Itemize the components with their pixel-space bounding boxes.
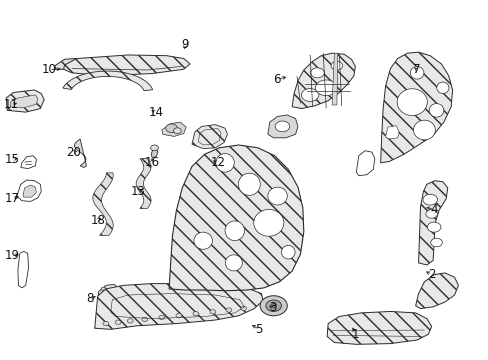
- Circle shape: [427, 222, 440, 232]
- Polygon shape: [380, 52, 452, 163]
- Polygon shape: [162, 122, 186, 136]
- Ellipse shape: [238, 173, 260, 195]
- Ellipse shape: [428, 104, 443, 117]
- Circle shape: [173, 128, 181, 134]
- Polygon shape: [23, 185, 36, 197]
- Ellipse shape: [409, 67, 423, 79]
- Circle shape: [193, 311, 199, 316]
- Circle shape: [101, 287, 106, 291]
- Polygon shape: [63, 55, 190, 76]
- Circle shape: [150, 145, 158, 151]
- Polygon shape: [93, 173, 113, 235]
- Text: 8: 8: [86, 292, 94, 305]
- Text: 19: 19: [4, 249, 20, 262]
- Ellipse shape: [224, 221, 244, 240]
- Circle shape: [422, 194, 437, 205]
- Circle shape: [103, 321, 109, 326]
- Polygon shape: [326, 311, 431, 344]
- Circle shape: [260, 296, 287, 316]
- Polygon shape: [331, 53, 337, 105]
- Circle shape: [301, 89, 318, 102]
- Text: 11: 11: [3, 99, 19, 112]
- Polygon shape: [418, 181, 447, 265]
- Circle shape: [115, 320, 121, 324]
- Polygon shape: [136, 158, 151, 208]
- Ellipse shape: [267, 187, 287, 205]
- Circle shape: [209, 310, 215, 314]
- Text: 15: 15: [5, 153, 20, 166]
- Circle shape: [425, 210, 437, 218]
- Polygon shape: [291, 53, 355, 109]
- Ellipse shape: [413, 120, 434, 140]
- Text: 2: 2: [427, 268, 434, 281]
- Text: 12: 12: [210, 156, 225, 169]
- Text: 7: 7: [412, 63, 420, 76]
- Circle shape: [430, 238, 442, 247]
- Text: 20: 20: [66, 146, 81, 159]
- Circle shape: [270, 303, 276, 308]
- Polygon shape: [63, 71, 152, 91]
- Ellipse shape: [436, 82, 448, 94]
- Polygon shape: [10, 95, 38, 108]
- Polygon shape: [6, 90, 44, 112]
- Ellipse shape: [281, 246, 294, 259]
- Circle shape: [159, 315, 164, 320]
- Circle shape: [165, 124, 177, 132]
- Text: 13: 13: [131, 185, 145, 198]
- Text: 17: 17: [4, 192, 20, 205]
- Polygon shape: [74, 139, 86, 167]
- Ellipse shape: [194, 232, 212, 249]
- Circle shape: [142, 317, 147, 321]
- Circle shape: [275, 121, 289, 132]
- Text: 10: 10: [41, 63, 56, 76]
- Ellipse shape: [225, 255, 242, 271]
- Polygon shape: [267, 115, 297, 138]
- Text: 5: 5: [255, 323, 262, 336]
- Polygon shape: [55, 59, 81, 69]
- Polygon shape: [151, 148, 158, 157]
- Circle shape: [127, 319, 133, 323]
- Text: 14: 14: [148, 106, 163, 120]
- Circle shape: [310, 68, 324, 78]
- Polygon shape: [415, 273, 458, 309]
- Text: 18: 18: [90, 213, 105, 226]
- Circle shape: [315, 80, 336, 96]
- Circle shape: [265, 300, 281, 311]
- Polygon shape: [99, 284, 118, 297]
- Polygon shape: [192, 125, 227, 149]
- Text: 4: 4: [429, 203, 437, 216]
- Ellipse shape: [253, 210, 284, 236]
- Polygon shape: [169, 145, 303, 291]
- Circle shape: [110, 288, 115, 292]
- Circle shape: [176, 314, 182, 318]
- Polygon shape: [95, 284, 263, 329]
- Ellipse shape: [215, 154, 234, 172]
- Text: 6: 6: [273, 73, 280, 86]
- Text: 1: 1: [351, 328, 358, 341]
- Ellipse shape: [396, 89, 427, 116]
- Text: 9: 9: [181, 39, 188, 51]
- Circle shape: [330, 62, 342, 70]
- Circle shape: [225, 308, 231, 312]
- Text: 3: 3: [268, 301, 276, 314]
- Polygon shape: [385, 126, 398, 139]
- Circle shape: [240, 306, 246, 311]
- Text: 16: 16: [144, 156, 159, 169]
